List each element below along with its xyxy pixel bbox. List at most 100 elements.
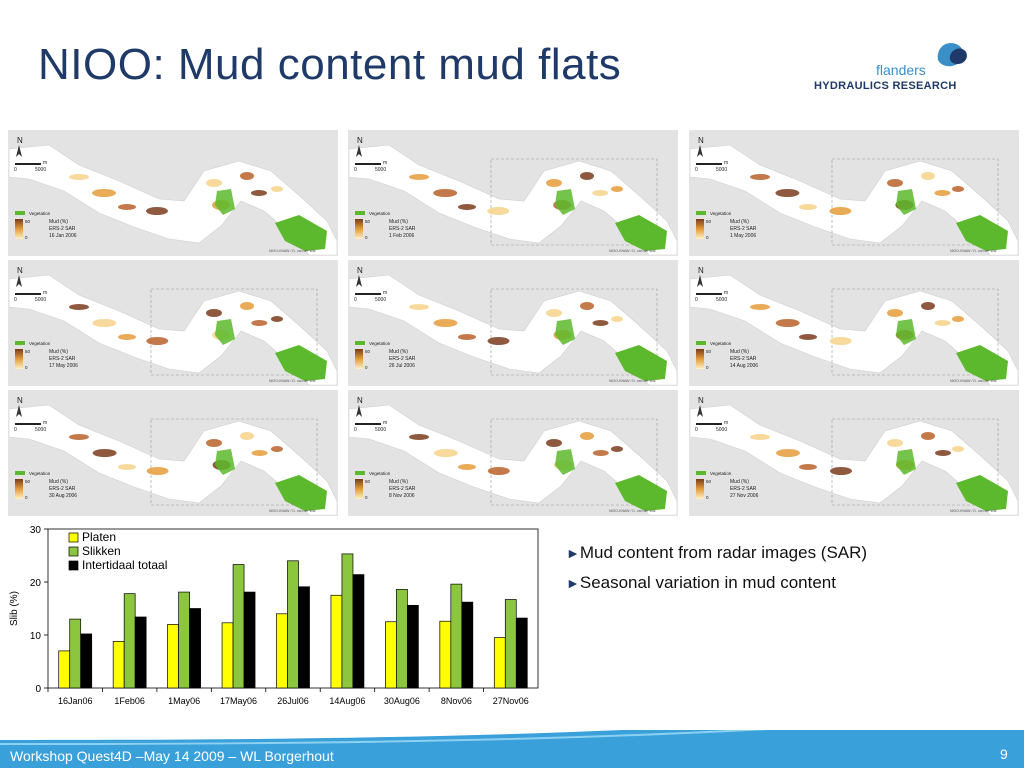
credit-label: NIOO-KNAW / D. van der Wal [269,249,316,253]
bar [112,641,125,689]
vegetation-label: Vegetation [369,471,391,476]
bar [123,593,136,689]
bar [243,591,256,689]
study-area-box [490,158,658,246]
y-tick-label: 20 [30,578,42,589]
bullet-arrow-icon: ► [566,545,580,561]
footer-wave [0,730,1024,768]
mud-patch [118,204,136,210]
vegetation-swatch [355,211,365,215]
estuary-water [690,144,1018,255]
legend-min: 0 [365,365,368,370]
mud-patch [251,320,268,326]
legend-min: 0 [25,235,28,240]
x-tick-label: 27Nov06 [493,696,529,706]
north-label: N [698,396,704,405]
bar [330,594,343,689]
legend-min: 0 [365,235,368,240]
mud-patch [775,319,800,327]
scale-max: 5000 [35,167,46,173]
date-label: 8 Nov 2006 [389,493,415,499]
north-arrow-icon [356,405,362,417]
mud-patch [934,320,951,326]
mud-patch [92,319,117,327]
x-tick-label: 16Jan06 [58,696,93,706]
x-tick-label: 26Jul06 [277,696,309,706]
mud-patch [952,316,964,322]
mud-label: Mud (%) [49,349,68,355]
bar-chart: 0 10 20 30 Slib (%) 16Jan06 1Feb06 1May06 17May0… [9,525,539,706]
bar [221,622,234,689]
mud-patch [206,179,222,187]
vegetation-label: Vegetation [710,211,732,216]
y-tick-label: 10 [30,631,42,642]
sensor-label: ERS-2 SAR [730,226,757,232]
logo-icon [937,42,967,67]
legend-max: 50 [706,479,712,484]
mud-patch [775,189,800,197]
x-tick-label: 1May06 [168,696,200,706]
mud-patch [887,439,903,447]
mud-color-ramp [15,479,23,499]
sensor-label: ERS-2 SAR [49,226,76,232]
mud-patch [750,174,770,180]
mud-patch [580,302,594,310]
mud-patch [546,309,562,317]
bullet-arrow-icon: ► [566,575,580,591]
legend-label: Slikken [82,544,121,558]
mud-patch [458,334,476,340]
vegetation-area [275,475,327,511]
bar [385,621,397,689]
vegetation-swatch [15,341,25,345]
north-label: N [17,266,23,275]
scale-bar [696,163,722,165]
credit-label: NIOO-KNAW / D. van der Wal [269,509,316,513]
mud-patch [611,316,623,322]
legend-max: 50 [365,349,371,354]
mud-patch [592,450,609,456]
bar [69,618,82,689]
scale-zero: 0 [14,427,17,433]
logo-line-1: flanders [876,62,926,78]
vegetation-area [956,215,1008,251]
north-arrow-icon [697,275,703,287]
sensor-label: ERS-2 SAR [49,486,76,492]
mud-patch [206,439,222,447]
vegetation-area [555,189,575,215]
bar [396,589,408,689]
vegetation-area [896,319,916,345]
mud-color-ramp [15,219,23,239]
scale-zero: 0 [354,297,357,303]
x-tick-label: 30Aug06 [384,696,420,706]
vegetation-swatch [15,471,25,475]
study-area-box [831,288,999,376]
bullet-text: Mud content from radar images (SAR) [579,543,868,562]
vegetation-area [896,189,916,215]
vegetation-area [275,345,327,381]
bar [298,586,310,689]
flanders-hydraulics-logo: flanders HYDRAULICS RESEARCH [812,38,972,98]
mud-color-ramp [355,479,363,499]
bar [58,650,71,689]
north-label: N [357,396,363,405]
mud-patch [952,446,964,452]
x-tick-label: 17May06 [220,696,257,706]
vegetation-area [956,475,1008,511]
scale-zero: 0 [14,297,17,303]
bar [493,637,506,689]
study-area-box [150,418,318,506]
x-tick-label: 14Aug06 [329,696,365,706]
mud-patch [433,189,458,197]
scale-unit: m [43,290,47,296]
north-label: N [698,136,704,145]
scale-zero: 0 [354,427,357,433]
legend-max: 50 [25,349,31,354]
mud-patch [251,190,267,196]
mud-patch [921,432,935,440]
vegetation-area [275,215,327,251]
